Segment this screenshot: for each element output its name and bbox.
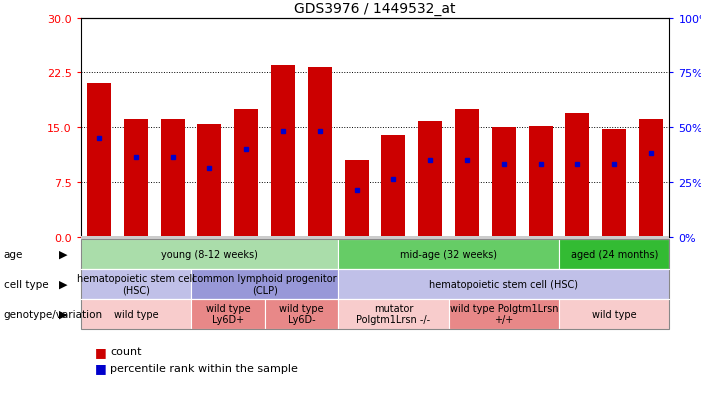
Bar xyxy=(234,110,258,237)
Bar xyxy=(271,66,295,237)
Text: wild type Polgtm1Lrsn
+/+: wild type Polgtm1Lrsn +/+ xyxy=(449,303,558,325)
Text: ▶: ▶ xyxy=(59,309,67,319)
Text: young (8-12 weeks): young (8-12 weeks) xyxy=(161,249,258,259)
Text: cell type: cell type xyxy=(4,279,48,289)
Text: wild type
Ly6D-: wild type Ly6D- xyxy=(279,303,324,325)
Bar xyxy=(345,161,369,237)
Bar xyxy=(87,84,111,237)
Text: ■: ■ xyxy=(95,361,107,375)
Text: common lymphoid progenitor
(CLP): common lymphoid progenitor (CLP) xyxy=(192,273,337,295)
Bar xyxy=(566,114,590,237)
Text: wild type
Ly6D+: wild type Ly6D+ xyxy=(205,303,250,325)
Bar xyxy=(381,135,405,237)
Bar xyxy=(455,110,479,237)
Bar xyxy=(529,126,552,237)
Text: ▶: ▶ xyxy=(59,279,67,289)
Bar xyxy=(161,119,184,237)
Bar xyxy=(602,130,626,237)
Bar xyxy=(639,119,663,237)
Text: mutator
Polgtm1Lrsn -/-: mutator Polgtm1Lrsn -/- xyxy=(356,303,430,325)
Bar xyxy=(492,128,516,237)
Text: mid-age (32 weeks): mid-age (32 weeks) xyxy=(400,249,497,259)
Text: genotype/variation: genotype/variation xyxy=(4,309,102,319)
Text: wild type: wild type xyxy=(114,309,158,319)
Text: hematopoietic stem cell
(HSC): hematopoietic stem cell (HSC) xyxy=(77,273,195,295)
Text: age: age xyxy=(4,249,23,259)
Bar xyxy=(198,124,222,237)
Bar xyxy=(418,122,442,237)
Bar xyxy=(124,119,148,237)
Text: aged (24 months): aged (24 months) xyxy=(571,249,658,259)
Text: ■: ■ xyxy=(95,345,107,358)
Text: count: count xyxy=(110,347,142,356)
Bar xyxy=(308,68,332,237)
Text: wild type: wild type xyxy=(592,309,637,319)
Text: ▶: ▶ xyxy=(59,249,67,259)
Text: hematopoietic stem cell (HSC): hematopoietic stem cell (HSC) xyxy=(429,279,578,289)
Title: GDS3976 / 1449532_at: GDS3976 / 1449532_at xyxy=(294,2,456,16)
Text: percentile rank within the sample: percentile rank within the sample xyxy=(110,363,298,373)
